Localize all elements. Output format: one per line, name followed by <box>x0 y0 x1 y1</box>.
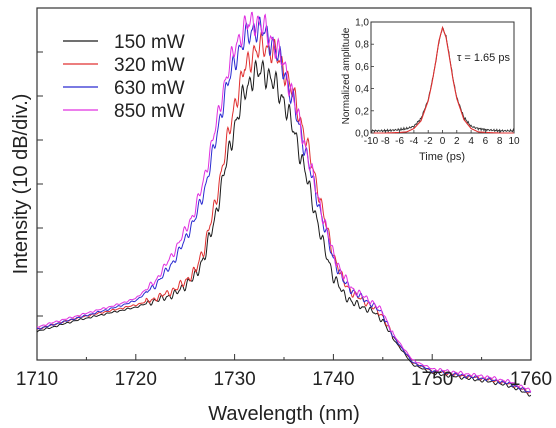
inset-y-tick-label: 0,2 <box>355 106 369 117</box>
inset-x-tick-label: -4 <box>409 136 418 147</box>
legend-label: 320 mW <box>114 55 185 76</box>
legend-label: 150 mW <box>114 32 185 53</box>
inset-y-axis: 0,0 0,2 0,4 0,6 0,8 1,0 <box>355 18 374 140</box>
inset-y-axis-label: Normalized amplitude <box>341 27 352 124</box>
inset-x-tick-label: 4 <box>468 136 474 147</box>
main-y-axis <box>37 51 43 317</box>
inset-x-tick-label: 0 <box>440 136 446 147</box>
main-chart: 1710 1720 1730 1740 1750 1760 Wavelength (nm)… <box>10 7 552 425</box>
inset-x-tick-label: -2 <box>424 136 433 147</box>
inset-y-tick-label: 0,0 <box>355 129 369 140</box>
inset-x-tick-label: 8 <box>497 136 503 147</box>
main-series-line <box>36 11 532 393</box>
inset-x-tick-label: -8 <box>381 136 390 147</box>
main-series-group <box>36 11 532 397</box>
inset-x-axis-label: Time (ps) <box>419 151 465 163</box>
inset-y-tick-label: 1,0 <box>355 18 369 29</box>
main-x-tick-label: 1720 <box>115 369 157 390</box>
inset-series-line <box>371 25 514 134</box>
inset-chart: -10 -8 -6 -4 -2 0 2 4 6 8 10 0,0 0,2 0,4 0,6 0,8 1,0 Ti… <box>341 16 520 163</box>
inset-x-axis: -10 -8 -6 -4 -2 0 2 4 6 8 10 <box>364 130 520 147</box>
inset-x-tick-label: -6 <box>395 136 404 147</box>
inset-annotation: τ = 1.65 ps <box>457 52 510 64</box>
main-x-tick-label: 1710 <box>16 369 58 390</box>
main-series-line <box>36 59 532 397</box>
inset-x-tick-label: -10 <box>364 136 379 147</box>
main-x-axis-label: Wavelength (nm) <box>208 403 360 425</box>
main-x-axis: 1710 1720 1730 1740 1750 1760 <box>16 354 552 390</box>
legend-label: 630 mW <box>114 78 185 99</box>
inset-y-tick-label: 0,8 <box>355 40 369 51</box>
inset-y-tick-label: 0,4 <box>355 84 369 95</box>
main-x-tick-label: 1760 <box>510 369 552 390</box>
main-y-axis-label: Intensity (10 dB/div.) <box>10 94 32 275</box>
inset-x-tick-label: 10 <box>508 136 520 147</box>
main-x-tick-label: 1740 <box>312 369 354 390</box>
inset-x-tick-label: 2 <box>454 136 460 147</box>
legend-label: 850 mW <box>114 101 185 122</box>
inset-series-group <box>370 25 515 134</box>
main-series-line <box>36 16 532 393</box>
inset-background <box>366 16 516 134</box>
inset-x-tick-label: 6 <box>483 136 489 147</box>
main-x-tick-label: 1750 <box>411 369 453 390</box>
inset-y-tick-label: 0,6 <box>355 62 369 73</box>
main-x-tick-label: 1730 <box>213 369 255 390</box>
